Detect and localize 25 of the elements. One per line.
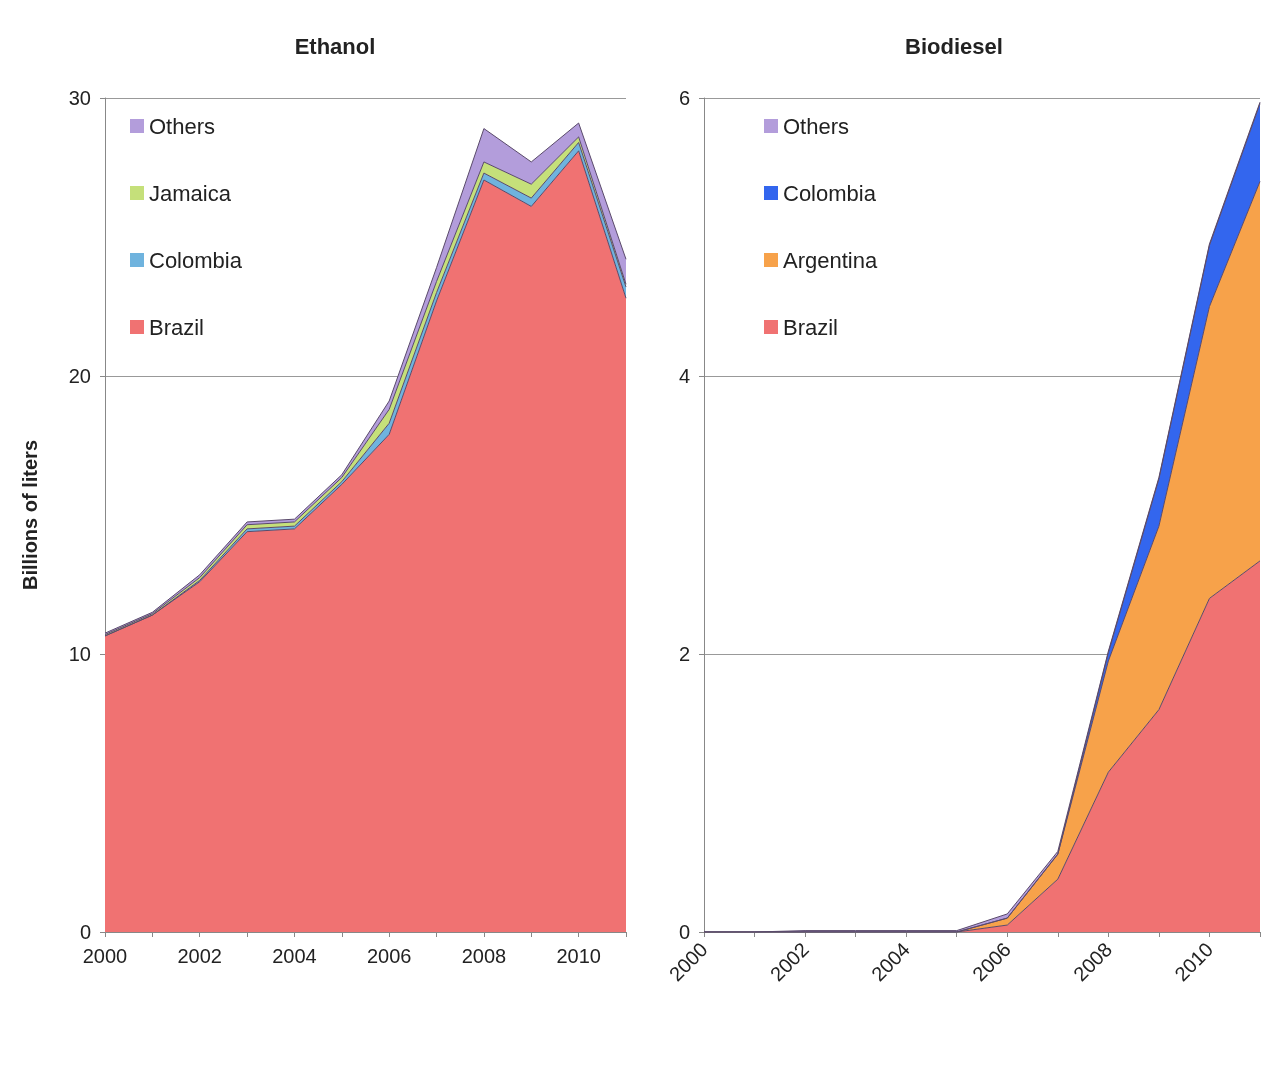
chart-title: Ethanol (294, 33, 376, 59)
chart-title: Biodiesel (905, 33, 1003, 59)
x-tick-label: 2006 (366, 945, 412, 967)
legend-label: Others (149, 113, 216, 139)
legend-label: Jamaica (149, 180, 232, 206)
y-tick-label: 30 (68, 87, 91, 109)
legend-label: Brazil (783, 314, 839, 340)
x-tick-label: 2000 (82, 945, 128, 967)
x-tick-label: 2008 (461, 945, 507, 967)
legend-label: Argentina (783, 247, 878, 273)
x-tick-label: 2010 (556, 945, 601, 967)
legend-label: Others (783, 113, 850, 139)
y-tick-label: 4 (678, 365, 690, 387)
y-tick-label: 20 (68, 365, 91, 387)
legend-label: Colombia (783, 180, 877, 206)
legend-label: Brazil (149, 314, 205, 340)
x-tick-label: 2002 (177, 945, 222, 967)
x-tick-label: 2004 (272, 945, 317, 967)
y-tick-label: 0 (678, 921, 690, 943)
y-tick-label: 6 (678, 87, 690, 109)
y-axis-title: Billions of liters (19, 439, 41, 591)
y-tick-label: 10 (68, 643, 91, 665)
legend-label: Colombia (149, 247, 243, 273)
y-tick-label: 2 (678, 643, 690, 665)
y-tick-label: 0 (79, 921, 91, 943)
